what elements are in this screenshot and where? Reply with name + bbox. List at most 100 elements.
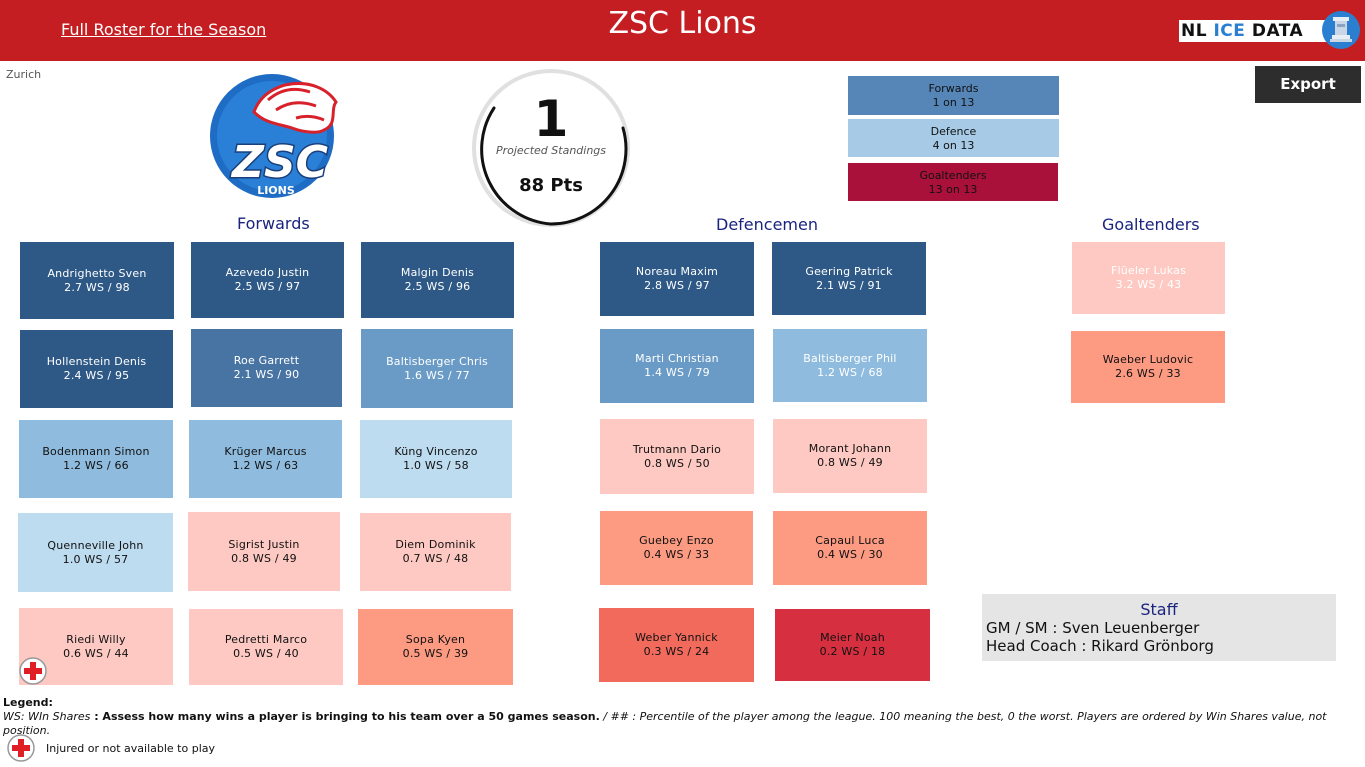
- player-tile[interactable]: Roe Garrett 2.1 WS / 90: [191, 329, 342, 407]
- legend-percentile-desc: / ## : Percentile of the player among th…: [3, 710, 1327, 737]
- player-tile[interactable]: Krüger Marcus 1.2 WS / 63: [189, 420, 342, 498]
- player-tile[interactable]: Azevedo Justin 2.5 WS / 97: [191, 242, 344, 318]
- rank-value: 1 on 13: [932, 96, 975, 109]
- player-tile[interactable]: Riedi Willy 0.6 WS / 44: [19, 608, 173, 685]
- player-stats: 1.6 WS / 77: [404, 368, 470, 382]
- player-name: Baltisberger Chris: [386, 354, 488, 368]
- rank-value: 13 on 13: [928, 183, 978, 196]
- player-name: Capaul Luca: [815, 534, 885, 547]
- brand-nl: NL: [1181, 21, 1208, 41]
- legend-injury-text: Injured or not available to play: [46, 742, 216, 755]
- player-tile[interactable]: Baltisberger Phil 1.2 WS / 68: [773, 329, 927, 402]
- rank-value: 4 on 13: [932, 139, 975, 152]
- player-stats: 0.6 WS / 44: [63, 646, 129, 660]
- player-stats: 0.8 WS / 50: [644, 456, 710, 470]
- player-stats: 0.8 WS / 49: [231, 551, 297, 565]
- full-roster-link[interactable]: Full Roster for the Season: [61, 20, 267, 39]
- player-name: Bodenmann Simon: [42, 445, 150, 458]
- player-stats: 2.6 WS / 33: [1115, 367, 1181, 380]
- header-bar: Full Roster for the Season ZSC Lions NL …: [0, 0, 1365, 61]
- player-tile[interactable]: Marti Christian 1.4 WS / 79: [600, 329, 754, 403]
- player-tile[interactable]: Andrighetto Sven 2.7 WS / 98: [20, 242, 174, 319]
- player-name: Noreau Maxim: [635, 265, 719, 278]
- player-tile[interactable]: Pedretti Marco 0.5 WS / 40: [189, 609, 343, 685]
- player-stats: 0.8 WS / 49: [817, 456, 883, 469]
- player-tile[interactable]: Malgin Denis 2.5 WS / 96: [361, 242, 514, 318]
- player-stats: 2.1 WS / 90: [233, 368, 300, 381]
- player-name: Baltisberger Phil: [803, 351, 897, 365]
- player-stats: 1.4 WS / 79: [644, 366, 710, 379]
- player-tile[interactable]: Quenneville John 1.0 WS / 57: [18, 513, 173, 592]
- legend-text: WS: WIn Shares : Assess how many wins a …: [3, 710, 1363, 738]
- player-stats: 1.2 WS / 68: [817, 365, 883, 379]
- player-tile[interactable]: Capaul Luca 0.4 WS / 30: [773, 511, 927, 585]
- player-stats: 0.3 WS / 24: [643, 645, 710, 658]
- player-stats: 3.2 WS / 43: [1115, 278, 1182, 291]
- rank-box-defence: Defence 4 on 13: [848, 119, 1059, 157]
- brand-logo: NL ICE DATA: [1179, 11, 1361, 50]
- player-tile[interactable]: Bodenmann Simon 1.2 WS / 66: [19, 420, 173, 498]
- player-name: Azevedo Justin: [225, 266, 310, 279]
- rank-name: Goaltenders: [919, 169, 987, 182]
- standings-rank: 1: [533, 90, 569, 148]
- player-tile[interactable]: Diem Dominik 0.7 WS / 48: [360, 513, 511, 591]
- player-tile[interactable]: Hollenstein Denis 2.4 WS / 95: [20, 330, 173, 408]
- standings-label: Projected Standings: [495, 144, 607, 157]
- export-button[interactable]: Export: [1255, 66, 1361, 103]
- standings-points: 88 Pts: [519, 175, 583, 196]
- legend-injury-icon: [7, 734, 35, 762]
- player-tile[interactable]: Guebey Enzo 0.4 WS / 33: [600, 511, 753, 585]
- player-tile[interactable]: Baltisberger Chris 1.6 WS / 77: [361, 329, 513, 408]
- player-name: Quenneville John: [47, 538, 144, 552]
- logo-main-text: ZSC: [230, 137, 328, 188]
- player-name: Küng Vincenzo: [394, 445, 478, 458]
- team-title: ZSC Lions: [608, 6, 757, 41]
- player-name: Diem Dominik: [395, 538, 476, 551]
- section-title-forwards: Forwards: [237, 214, 310, 233]
- player-tile[interactable]: Morant Johann 0.8 WS / 49: [773, 419, 927, 493]
- player-name: Weber Yannick: [635, 631, 718, 644]
- player-name: Malgin Denis: [400, 266, 475, 279]
- player-name: Riedi Willy: [66, 632, 126, 646]
- player-tile[interactable]: Meier Noah 0.2 WS / 18: [775, 609, 930, 681]
- player-stats: 2.8 WS / 97: [644, 279, 710, 292]
- player-name: Guebey Enzo: [639, 534, 714, 547]
- team-city: Zurich: [6, 68, 42, 81]
- player-name: Meier Noah: [820, 631, 885, 644]
- legend-ws-desc: : Assess how many wins a player is bring…: [90, 710, 600, 723]
- projected-standings: 1 Projected Standings 88 Pts: [471, 68, 631, 228]
- brand-data: DATA: [1251, 21, 1304, 41]
- player-stats: 0.7 WS / 48: [402, 552, 469, 565]
- player-name: Sigrist Justin: [228, 537, 300, 551]
- player-stats: 0.5 WS / 39: [402, 647, 469, 660]
- player-stats: 0.2 WS / 18: [819, 645, 886, 658]
- player-tile[interactable]: Weber Yannick 0.3 WS / 24: [599, 608, 754, 682]
- player-name: Geering Patrick: [805, 264, 893, 278]
- rank-box-forwards: Forwards 1 on 13: [848, 76, 1059, 115]
- injury-icon: [19, 657, 47, 685]
- player-name: Marti Christian: [635, 352, 719, 365]
- staff-gm: GM / SM : Sven Leuenberger: [986, 619, 1200, 637]
- player-name: Trutmann Dario: [632, 442, 722, 456]
- player-name: Krüger Marcus: [224, 445, 307, 458]
- player-stats: 1.2 WS / 63: [232, 459, 299, 472]
- player-name: Roe Garrett: [233, 354, 300, 367]
- player-stats: 2.5 WS / 96: [404, 280, 471, 293]
- section-title-defencemen: Defencemen: [716, 215, 818, 234]
- trophy-icon: [1322, 11, 1360, 49]
- logo-sub-text: LIONS: [257, 184, 295, 197]
- player-tile[interactable]: Trutmann Dario 0.8 WS / 50: [600, 419, 754, 494]
- player-tile[interactable]: Sigrist Justin 0.8 WS / 49: [188, 512, 340, 591]
- player-stats: 0.4 WS / 30: [817, 548, 883, 561]
- section-title-goaltenders: Goaltenders: [1102, 215, 1200, 234]
- team-logo: ZSC LIONS: [210, 74, 338, 198]
- player-tile[interactable]: Sopa Kyen 0.5 WS / 39: [358, 609, 513, 685]
- player-stats: 0.5 WS / 40: [233, 647, 299, 660]
- player-tile[interactable]: Flüeler Lukas 3.2 WS / 43: [1072, 242, 1225, 314]
- player-tile[interactable]: Waeber Ludovic 2.6 WS / 33: [1071, 331, 1225, 403]
- player-tile[interactable]: Noreau Maxim 2.8 WS / 97: [600, 242, 754, 316]
- player-name: Flüeler Lukas: [1110, 264, 1187, 277]
- player-stats: 2.1 WS / 91: [816, 278, 882, 292]
- player-tile[interactable]: Küng Vincenzo 1.0 WS / 58: [360, 420, 512, 498]
- player-tile[interactable]: Geering Patrick 2.1 WS / 91: [772, 242, 926, 315]
